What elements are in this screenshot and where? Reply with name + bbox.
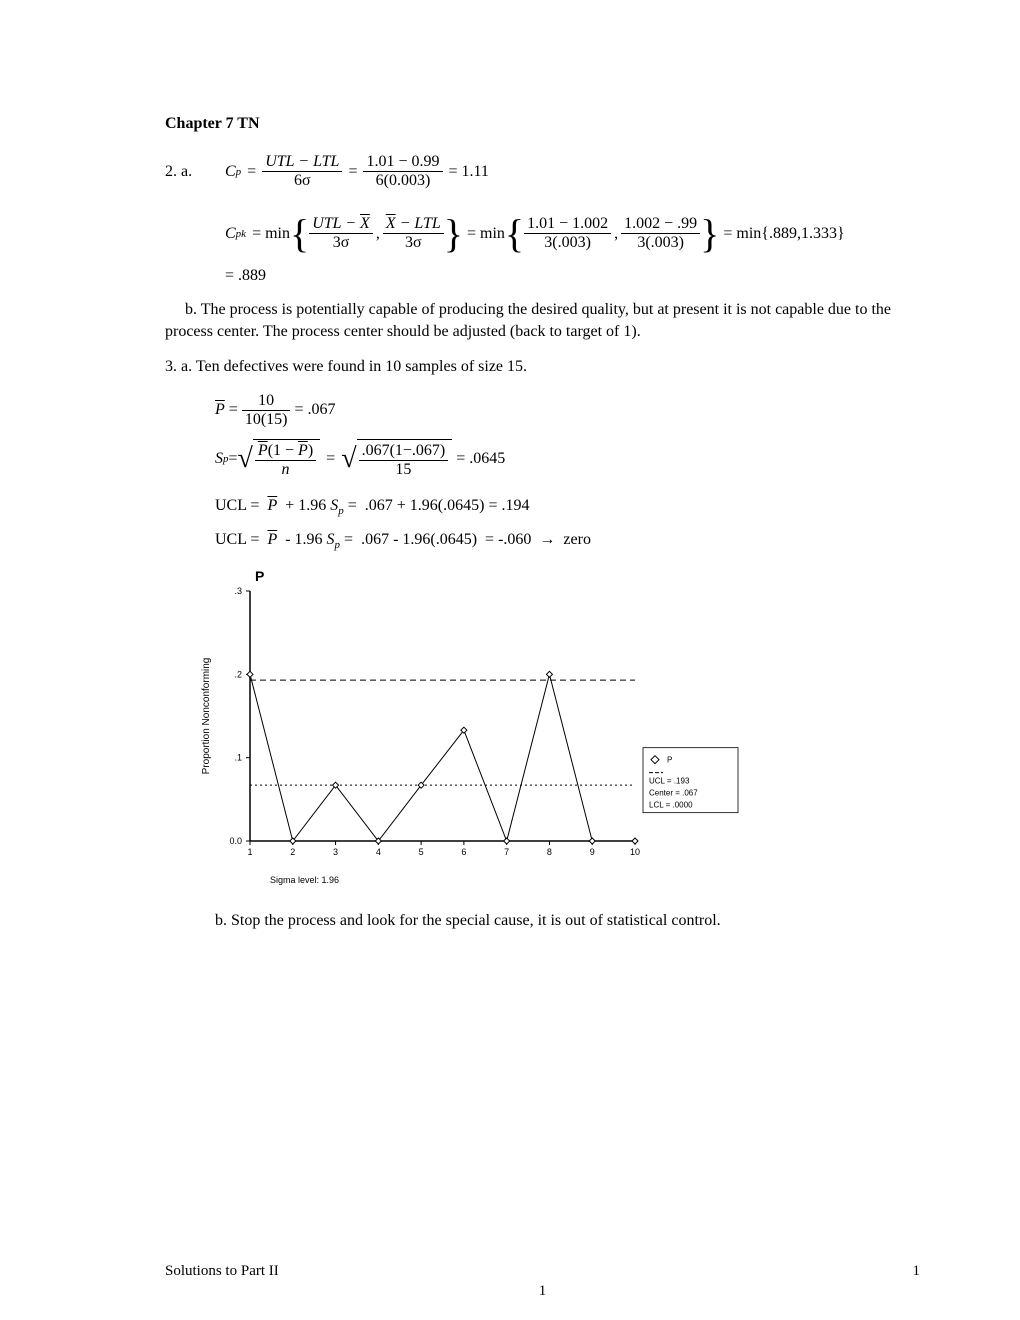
cp-frac2: 1.01 − 0.99 6(0.003): [363, 153, 442, 190]
q3b-text: b. Stop the process and look for the spe…: [215, 910, 920, 932]
svg-text:Sigma level: 1.96: Sigma level: 1.96: [270, 875, 339, 885]
svg-text:4: 4: [376, 847, 381, 857]
q3a-label: 3. a. Ten defectives were found in 10 sa…: [165, 356, 920, 378]
eq-cpk: Cpk = min { UTL − X 3σ , X − LTL 3σ } = …: [225, 215, 920, 252]
eq-pbar: P= 10 10(15) = .067: [215, 392, 920, 429]
p-chart-svg: P 0.0 .1 .2 .3 1 2 3 4 5 6 7 8 9 10 Proportion Nonconfo…: [195, 561, 755, 891]
q2b-text: b. The process is potentially capable of…: [165, 299, 920, 342]
eq-cp: 2. a. Cp = UTL − LTL 6σ = 1.01 − 0.99 6(…: [165, 153, 920, 190]
page: Chapter 7 TN 2. a. Cp = UTL − LTL 6σ = 1…: [0, 0, 1020, 1320]
svg-text:LCL = .0000: LCL = .0000: [649, 801, 693, 810]
svg-text:8: 8: [547, 847, 552, 857]
svg-text:.2: .2: [234, 669, 242, 679]
footer: Solutions to Part II 1 1: [165, 1263, 920, 1280]
svg-text:1: 1: [247, 847, 252, 857]
footer-left: Solutions to Part II: [165, 1263, 279, 1279]
cp-sub: p: [236, 166, 242, 178]
eq-lcl: UCL = P - 1.96 Sp = .067 - 1.96(.0645) =…: [215, 531, 920, 551]
svg-text:P: P: [255, 568, 264, 584]
p-chart: P 0.0 .1 .2 .3 1 2 3 4 5 6 7 8 9 10 Proportion Nonconfo…: [195, 561, 920, 896]
chapter-title: Chapter 7 TN: [165, 115, 920, 133]
cp-lhs: C: [225, 163, 236, 181]
svg-text:9: 9: [590, 847, 595, 857]
svg-text:7: 7: [504, 847, 509, 857]
footer-center: 1: [539, 1283, 547, 1300]
cp-frac1: UTL − LTL 6σ: [262, 153, 342, 190]
svg-text:2: 2: [290, 847, 295, 857]
svg-text:Center = .067: Center = .067: [649, 789, 698, 798]
svg-text:Proportion Nonconforming: Proportion Nonconforming: [201, 658, 212, 775]
cp-result: = 1.11: [449, 163, 489, 181]
svg-text:3: 3: [333, 847, 338, 857]
svg-text:6: 6: [461, 847, 466, 857]
eq-ucl: UCL = P + 1.96 Sp = .067 + 1.96(.0645) =…: [215, 497, 920, 517]
q2a-label: 2. a.: [165, 163, 210, 181]
svg-text:P: P: [667, 756, 672, 765]
eq-sp: Sp = √ P(1 − P) n = √ .067(1−.067) 15 = …: [215, 439, 920, 479]
footer-right: 1: [913, 1263, 921, 1280]
cpk-result: = .889: [225, 267, 920, 285]
svg-text:0.0: 0.0: [229, 836, 242, 846]
svg-text:5: 5: [419, 847, 424, 857]
svg-text:10: 10: [630, 847, 640, 857]
svg-text:UCL = .193: UCL = .193: [649, 777, 690, 786]
svg-text:.3: .3: [234, 586, 242, 596]
svg-text:.1: .1: [234, 753, 242, 763]
eq-sign: =: [247, 163, 256, 181]
